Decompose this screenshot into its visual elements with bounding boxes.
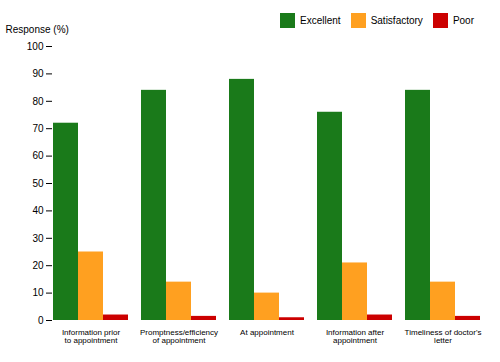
svg-text:50: 50 bbox=[32, 178, 44, 189]
svg-text:10: 10 bbox=[32, 287, 44, 298]
svg-text:80: 80 bbox=[32, 96, 44, 107]
svg-text:At appointment: At appointment bbox=[240, 328, 295, 337]
svg-text:Information afterappointment: Information afterappointment bbox=[326, 328, 385, 345]
svg-text:Promptness/efficiencyof appoin: Promptness/efficiencyof appointment bbox=[140, 328, 218, 345]
svg-text:40: 40 bbox=[32, 205, 44, 216]
svg-text:90: 90 bbox=[32, 68, 44, 79]
svg-text:30: 30 bbox=[32, 233, 44, 244]
svg-text:20: 20 bbox=[32, 260, 44, 271]
html-text:Satisfactory: Satisfactory bbox=[370, 15, 423, 26]
svg-text:100: 100 bbox=[27, 41, 44, 52]
svg-text:0: 0 bbox=[38, 315, 44, 326]
svg-text:Response (%): Response (%) bbox=[6, 24, 69, 35]
svg-text:60: 60 bbox=[32, 150, 44, 161]
html-text:Poor: Poor bbox=[452, 15, 474, 26]
svg-text:70: 70 bbox=[32, 123, 44, 134]
html-text:Excellent: Excellent bbox=[300, 15, 341, 26]
svg-text:Timeliness of doctor'sletter: Timeliness of doctor'sletter bbox=[405, 328, 482, 345]
svg-text:Information priorto appointmen: Information priorto appointment bbox=[62, 328, 121, 345]
